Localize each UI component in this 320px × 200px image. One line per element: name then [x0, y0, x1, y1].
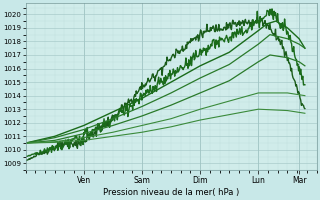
X-axis label: Pression niveau de la mer( hPa ): Pression niveau de la mer( hPa ): [103, 188, 239, 197]
